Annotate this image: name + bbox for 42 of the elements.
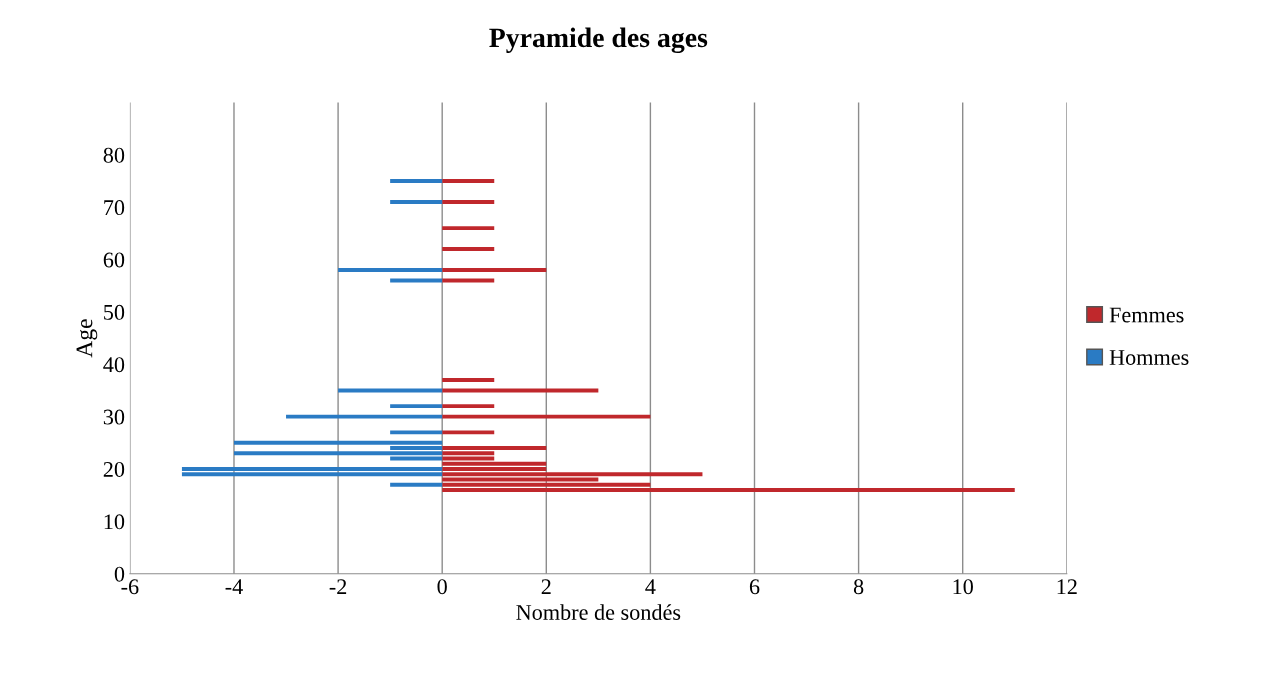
y-tick-label: 60 bbox=[103, 252, 125, 268]
y-tick-label: 10 bbox=[104, 514, 125, 530]
bar bbox=[390, 430, 443, 435]
y-tick-label: 30 bbox=[103, 409, 125, 425]
bar bbox=[442, 247, 495, 252]
y-tick-label: 20 bbox=[103, 461, 125, 477]
x-tick-label: 0 bbox=[437, 579, 447, 595]
x-tick-label: 8 bbox=[853, 579, 864, 595]
bar bbox=[442, 414, 651, 419]
bar bbox=[442, 199, 495, 204]
bar bbox=[442, 179, 495, 183]
x-axis-title: Nombre de sondés bbox=[516, 604, 681, 620]
bar bbox=[442, 430, 495, 435]
bar bbox=[442, 388, 599, 393]
bar bbox=[286, 414, 443, 419]
bar bbox=[442, 378, 495, 382]
bar bbox=[338, 388, 443, 393]
legend-label: Femmes bbox=[1109, 307, 1184, 323]
bar bbox=[390, 404, 443, 409]
bar bbox=[390, 199, 443, 204]
x-tick-label: -4 bbox=[225, 579, 243, 594]
y-tick-label: 80 bbox=[103, 147, 125, 163]
bar bbox=[442, 446, 547, 451]
y-tick-label: 70 bbox=[104, 200, 125, 216]
bar bbox=[442, 404, 495, 409]
y-tick-label: 40 bbox=[103, 357, 125, 373]
x-tick-label: 12 bbox=[1057, 579, 1077, 594]
x-tick-label: 4 bbox=[645, 579, 656, 594]
legend-label: Hommes bbox=[1109, 350, 1189, 365]
chart-title: Pyramide des ages bbox=[489, 27, 708, 54]
bar bbox=[442, 487, 1015, 492]
x-tick-label: -2 bbox=[329, 579, 347, 594]
bar bbox=[338, 268, 443, 272]
x-tick-label: 6 bbox=[749, 579, 760, 595]
x-tick-label: 2 bbox=[541, 579, 551, 594]
bar bbox=[442, 268, 547, 272]
y-tick-label: 50 bbox=[104, 304, 125, 320]
y-axis-title: Age bbox=[76, 319, 98, 358]
x-tick-label: 10 bbox=[953, 579, 973, 595]
bar bbox=[390, 179, 443, 183]
bar bbox=[442, 226, 495, 231]
bar bbox=[390, 482, 443, 487]
